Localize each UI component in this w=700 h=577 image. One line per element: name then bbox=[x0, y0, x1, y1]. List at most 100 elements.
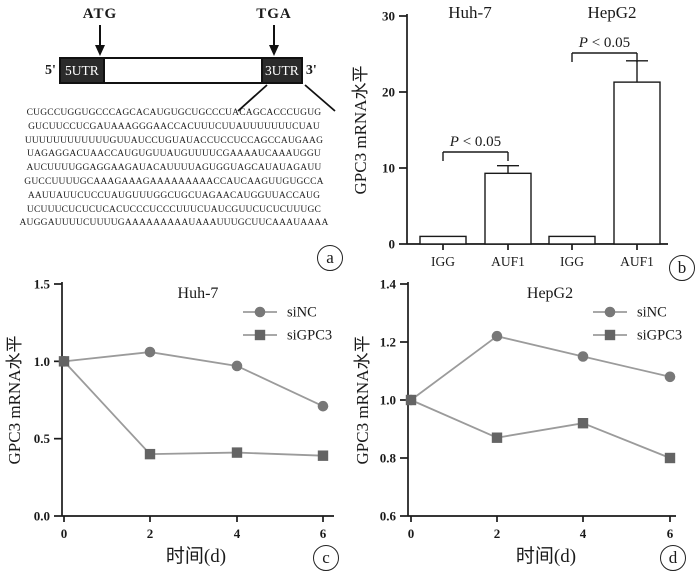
panel-letter: d bbox=[668, 548, 678, 567]
x-tick-label: 0 bbox=[408, 526, 415, 541]
stop-codon: TGA bbox=[244, 6, 304, 62]
panel-label-c: c bbox=[313, 545, 339, 571]
panel-a: ATG TGA 5' 5UTR 3UTR bbox=[0, 0, 348, 271]
sequence-line: UAGAGGACUAACCAUGUGUUAUGUUUUCGAAAAUCAAAUG… bbox=[27, 149, 321, 160]
three-utr-label: 3UTR bbox=[265, 62, 299, 78]
y-axis-label: GPC3 mRNA水平 bbox=[351, 66, 370, 195]
bar-IGG bbox=[548, 235, 596, 245]
series-line-siGPC3 bbox=[63, 360, 324, 457]
x-tick-label: 0 bbox=[61, 526, 68, 541]
panel-label-a: a bbox=[317, 245, 343, 271]
x-axis-label: 时间(d) bbox=[166, 545, 226, 567]
x-tick-label: 2 bbox=[147, 526, 154, 541]
panel-d-chart: 0.6 0.8 1.0 1.2 1.4 0 2 4 6 HepG2 GPC3 mRNA水平时间(d)… bbox=[353, 277, 682, 568]
chart-title: HepG2 bbox=[527, 285, 573, 302]
sequence-line: AAUUAUUCUCCUAUGUUUGGCUGCUAGAACAUGGUUACCA… bbox=[27, 190, 321, 201]
x-tick-label: 2 bbox=[494, 526, 501, 541]
series-line-siNC bbox=[410, 335, 671, 401]
five-utr-label: 5UTR bbox=[65, 62, 99, 78]
panel-b-chart: 0 10 20 30 GPC3 mRNA水平 Huh-7 HepG2 IGG AUF1 IGG AU… bbox=[351, 3, 668, 269]
circle-marker bbox=[577, 351, 589, 362]
bar-category-label: AUF1 bbox=[620, 254, 654, 269]
bar-AUF1 bbox=[613, 81, 661, 245]
square-marker bbox=[664, 452, 676, 464]
square-marker bbox=[491, 432, 503, 443]
gene-boxes: 5UTR 3UTR bbox=[58, 57, 303, 84]
legend-label-siGPC3: siGPC3 bbox=[287, 328, 332, 344]
x-tick-label: 6 bbox=[320, 526, 327, 541]
five-prime-label: 5' bbox=[45, 62, 56, 78]
y-tick-label: 0.0 bbox=[34, 509, 50, 524]
sequence-line: GUCCUUUUGCAAAGAAAGAAAAAAAAACCAUCAAGUUGUG… bbox=[24, 176, 324, 187]
y-tick-label: 0.5 bbox=[34, 431, 51, 446]
y-axis-label: GPC3 mRNA水平 bbox=[353, 336, 372, 465]
bar-IGG bbox=[419, 235, 467, 245]
circle-marker bbox=[254, 306, 266, 318]
square-marker bbox=[254, 329, 266, 341]
bar-category-label: AUF1 bbox=[491, 254, 525, 269]
legend-label-siGPC3: siGPC3 bbox=[637, 328, 682, 344]
panel-b: 0 10 20 30 GPC3 mRNA水平 Huh-7 HepG2 IGG AUF1 IGG AU… bbox=[350, 0, 700, 285]
circle-marker bbox=[604, 306, 616, 318]
bar-category-label: IGG bbox=[431, 254, 455, 269]
panel-label-b: b bbox=[669, 255, 695, 281]
y-axis-label: GPC3 mRNA水平 bbox=[5, 336, 24, 465]
square-marker bbox=[405, 394, 417, 406]
panel-letter: a bbox=[326, 248, 334, 267]
circle-marker bbox=[144, 346, 156, 358]
x-tick-label: 4 bbox=[580, 526, 587, 541]
sequence-line: AUCUUUUGGAGGAAGAUACAUUUUAGUGGUAGCAUAUAGA… bbox=[26, 163, 322, 174]
group-title: Huh-7 bbox=[448, 3, 492, 22]
cds-box bbox=[102, 59, 263, 82]
panel-c: 0.0 0.5 1.0 1.5 0 2 4 6 Huh-7 GPC3 mRNA水平 时间(d) siN… bbox=[0, 270, 350, 577]
five-utr-box: 5UTR bbox=[60, 59, 103, 82]
start-codon: ATG bbox=[70, 6, 130, 62]
three-utr-box: 3UTR bbox=[262, 59, 301, 82]
sequence-line: CUGCCUGGUGCCCAGCACAUGUGCUGCCCUACAGCACCCU… bbox=[26, 108, 322, 118]
gene-diagram: 5' 5UTR 3UTR 3' bbox=[42, 57, 320, 84]
y-tick-label: 1.4 bbox=[380, 277, 397, 292]
down-arrow-icon bbox=[95, 25, 105, 56]
legend-label-siNC: siNC bbox=[287, 305, 317, 321]
square-marker bbox=[317, 450, 329, 461]
y-tick-label: 20 bbox=[382, 85, 395, 100]
circle-marker bbox=[664, 371, 676, 383]
series-line-siNC bbox=[63, 351, 324, 408]
stop-codon-label: TGA bbox=[256, 6, 292, 22]
circle-marker bbox=[317, 400, 329, 412]
x-tick-label: 4 bbox=[234, 526, 241, 541]
start-codon-label: ATG bbox=[82, 6, 118, 22]
sequence-line: UCUUUCUCUCUCACUCCCUCCCUUUCUAUCGUUCUCUCUU… bbox=[26, 204, 322, 215]
circle-marker bbox=[491, 330, 503, 342]
square-marker bbox=[604, 329, 616, 341]
sequence-line: GUCUUCCUCGAUAAAGGGAACCACUUUCUUAUUUUUUUCU… bbox=[28, 121, 320, 132]
y-tick-label: 10 bbox=[382, 161, 395, 176]
chart-title: Huh-7 bbox=[178, 285, 219, 302]
square-marker bbox=[231, 447, 243, 458]
bar-category-label: IGG bbox=[560, 254, 584, 269]
series-line-siGPC3 bbox=[410, 399, 671, 459]
three-prime-label: 3' bbox=[305, 62, 317, 78]
sequence-line: UUUUUUUUUUUUGUUAUCCUGUAUACCUCCUCCAGCCAUG… bbox=[24, 135, 324, 146]
square-marker bbox=[577, 418, 589, 429]
utr-sequence: CUGCCUGGUGCCCAGCACAUGUGCUGCCCUACAGCACCCU… bbox=[0, 107, 348, 231]
panel-letter: c bbox=[322, 548, 330, 567]
y-tick-label: 0.6 bbox=[380, 509, 397, 524]
sequence-line: AUGGAUUUUCUUUUGAAAAAAAAAUAAAUUUGCUUCAAAU… bbox=[19, 218, 329, 229]
y-tick-label: 0.8 bbox=[380, 451, 397, 466]
panel-letter: b bbox=[677, 258, 687, 277]
bar-AUF1 bbox=[484, 172, 532, 245]
y-tick-label: 1.0 bbox=[34, 354, 50, 369]
down-arrow-icon bbox=[269, 25, 279, 56]
circle-marker bbox=[231, 360, 243, 372]
x-axis-label: 时间(d) bbox=[516, 545, 576, 567]
legend-label-siNC: siNC bbox=[637, 305, 667, 321]
y-tick-label: 0 bbox=[389, 237, 396, 252]
sig-label: P < 0.05 bbox=[449, 134, 501, 150]
group-title: HepG2 bbox=[587, 3, 636, 22]
y-tick-label: 30 bbox=[382, 9, 395, 24]
square-marker bbox=[58, 356, 70, 367]
panel-label-d: d bbox=[660, 545, 686, 571]
